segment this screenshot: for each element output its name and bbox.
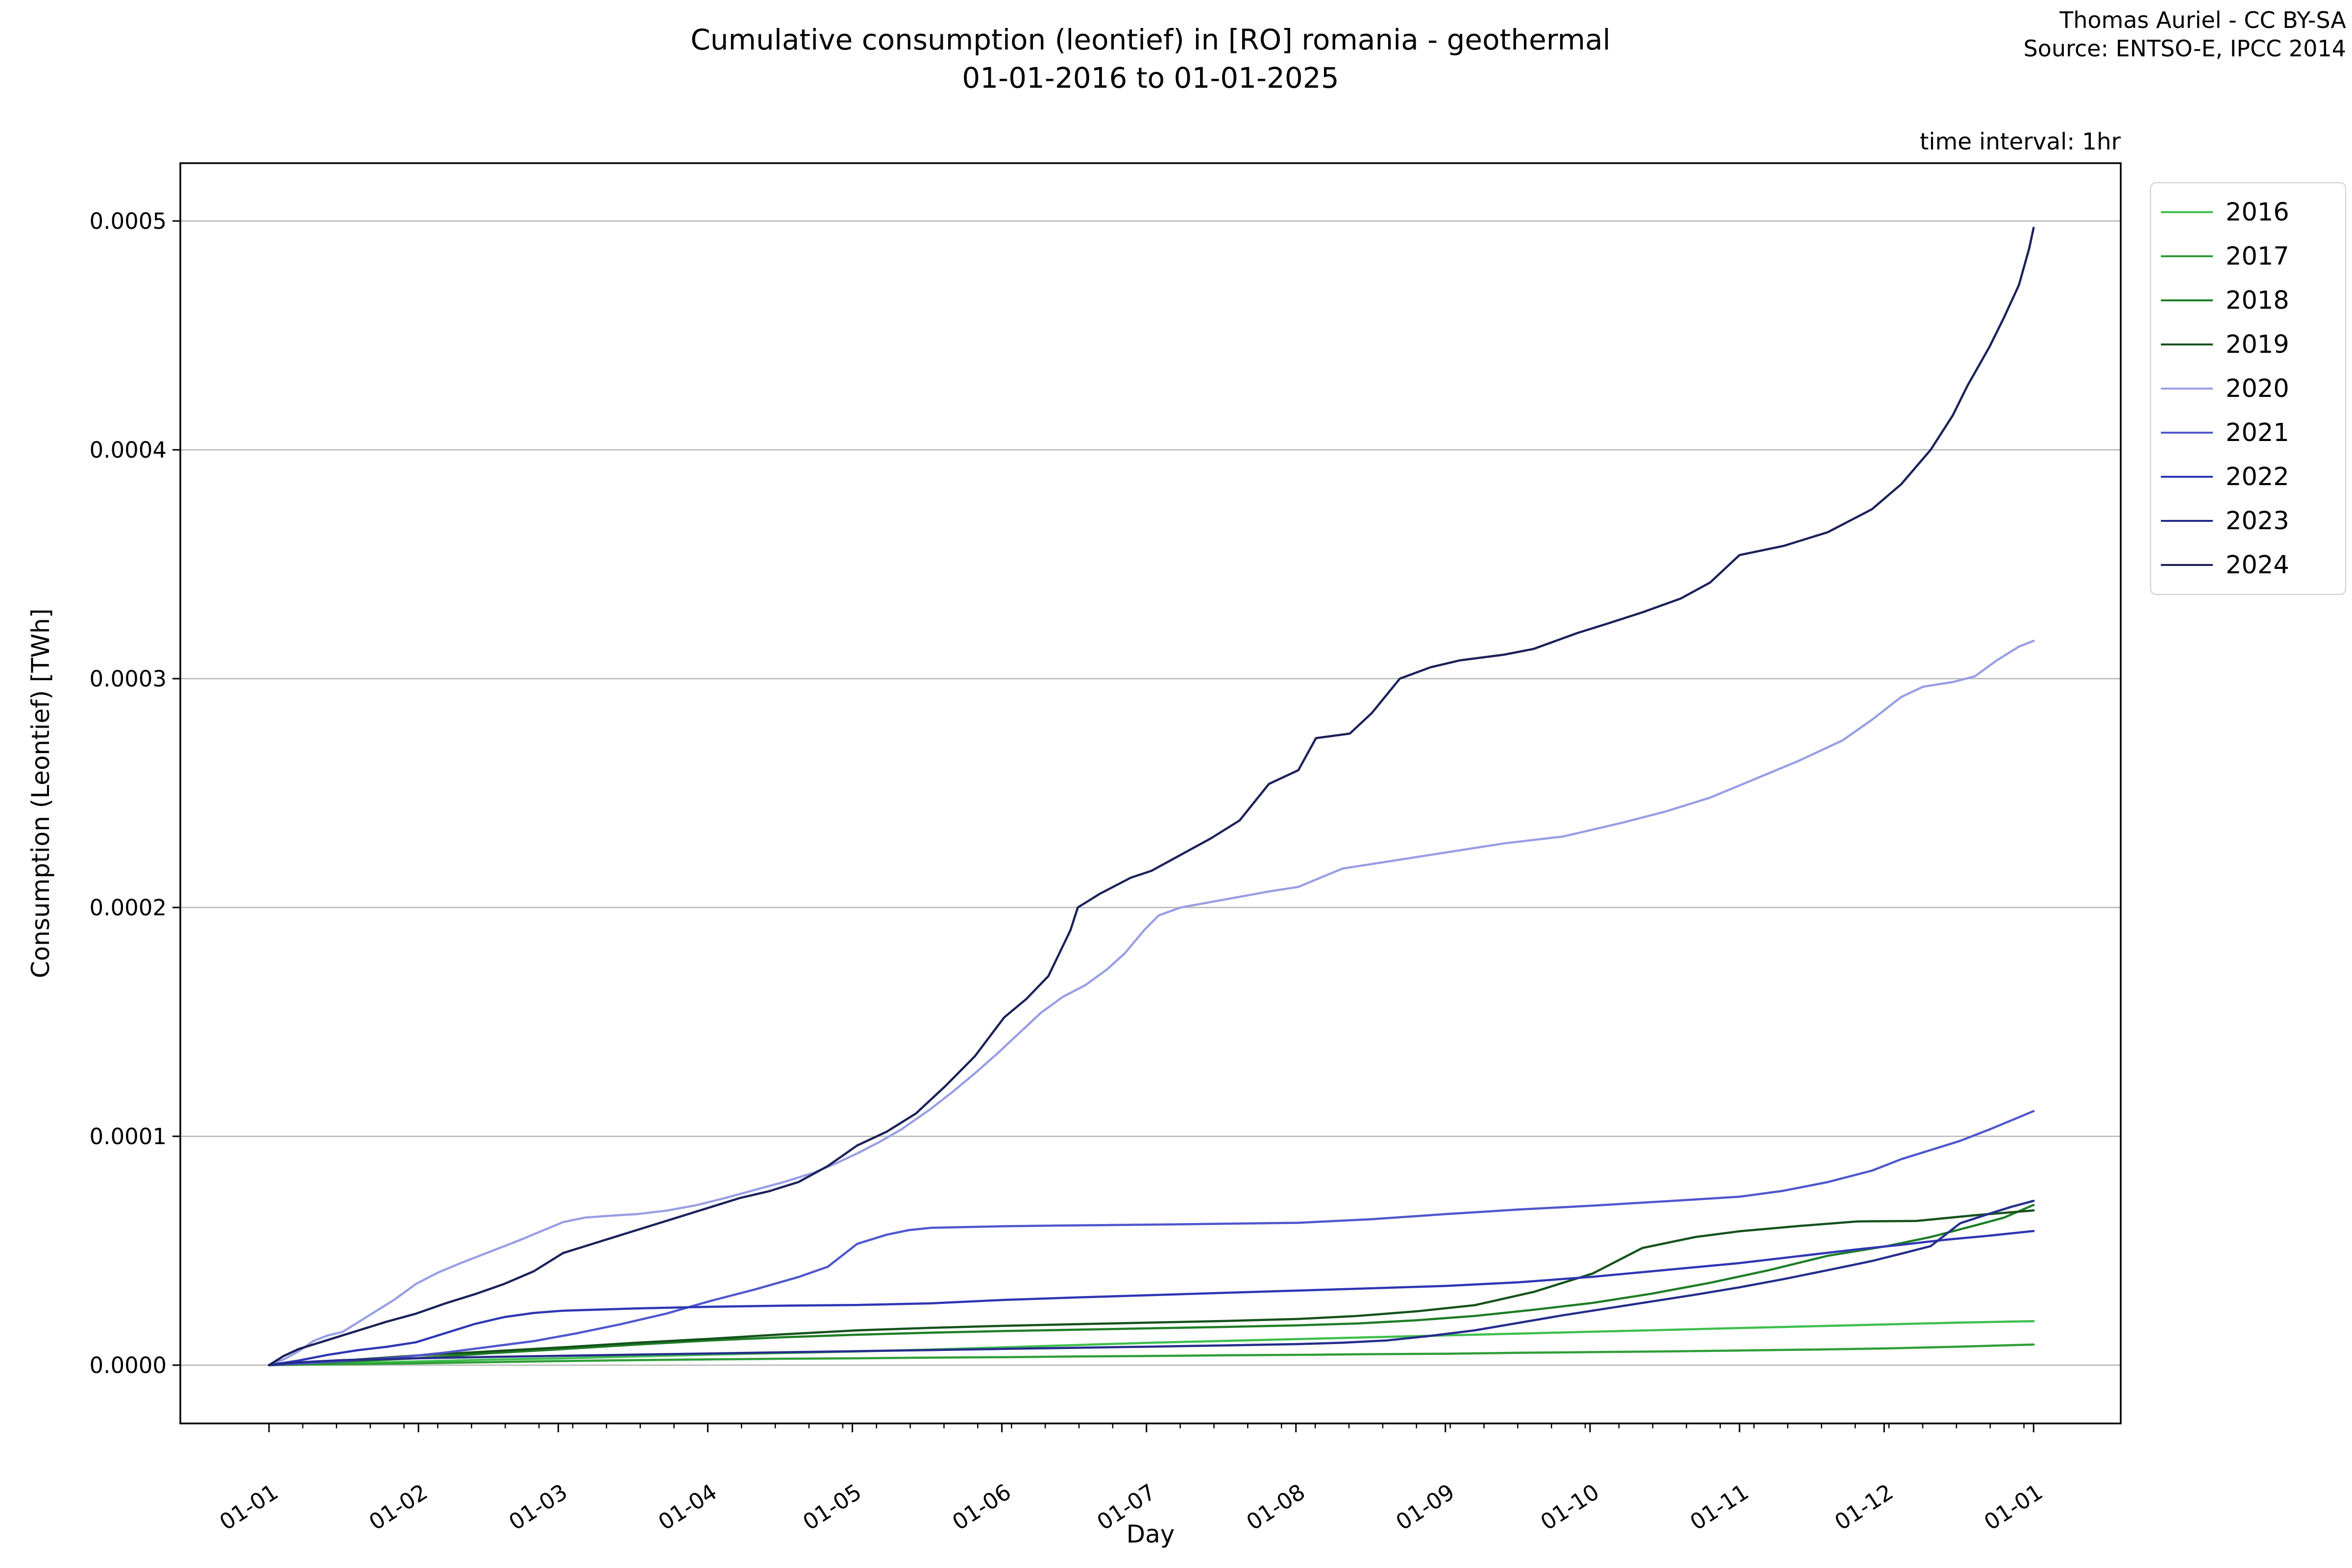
legend-item-2017: 2017 [2161, 235, 2345, 278]
legend-item-2021: 2021 [2161, 411, 2345, 454]
chart-title-line2: 01-01-2016 to 01-01-2025 [962, 61, 1339, 95]
legend-label: 2018 [2226, 286, 2289, 315]
x-tick-label: 01-11 [1685, 1479, 1753, 1536]
legend-line-swatch [2161, 255, 2213, 257]
legend-label: 2020 [2226, 374, 2289, 403]
legend-label: 2024 [2226, 550, 2289, 580]
chart-title-line1: Cumulative consumption (leontief) in [RO… [690, 23, 1611, 56]
gridlines [180, 220, 2121, 1366]
series-line-2020 [268, 639, 2035, 1367]
series-line-2024 [268, 226, 2035, 1367]
legend-label: 2016 [2226, 197, 2289, 227]
series-line-2017 [268, 1343, 2035, 1367]
y-tick-label: 0.0003 [90, 666, 167, 692]
legend-item-2022: 2022 [2161, 455, 2345, 498]
x-tick-label: 01-02 [364, 1479, 432, 1536]
legend-line-swatch [2161, 564, 2213, 566]
legend-label: 2022 [2226, 462, 2289, 491]
legend-line-swatch [2161, 432, 2213, 434]
x-tick-label: 01-12 [1830, 1479, 1898, 1536]
x-tick-label: 01-03 [504, 1479, 572, 1536]
x-tick-label: 01-04 [654, 1479, 722, 1536]
legend-line-swatch [2161, 211, 2213, 213]
y-axis-label: Consumption (Leontief) [TWh] [26, 609, 55, 979]
legend-item-2024: 2024 [2161, 543, 2345, 587]
legend-label: 2023 [2226, 506, 2289, 536]
series-line-2023 [268, 1200, 2035, 1367]
y-tick-label: 0.0001 [90, 1124, 167, 1150]
x-tick-label: 01-06 [948, 1479, 1016, 1536]
legend-line-swatch [2161, 388, 2213, 390]
attribution-author: Thomas Auriel - CC BY-SA [2059, 7, 2346, 33]
x-axis-label: Day [1127, 1520, 1175, 1548]
legend-item-2018: 2018 [2161, 279, 2345, 322]
chart-title: Cumulative consumption (leontief) in [RO… [180, 21, 2121, 97]
series-line-2019 [268, 1209, 2035, 1367]
legend-item-2019: 2019 [2161, 323, 2345, 366]
legend-label: 2017 [2226, 242, 2289, 271]
axes-spines [179, 162, 2122, 1424]
legend-line-swatch [2161, 520, 2213, 522]
legend-line-swatch [2161, 343, 2213, 345]
legend-line-swatch [2161, 299, 2213, 301]
y-tick-label: 0.0005 [90, 208, 167, 234]
y-tick-label: 0.0004 [90, 437, 167, 463]
x-tick-label: 01-09 [1391, 1479, 1459, 1536]
axis-ticks [172, 220, 2034, 1432]
x-tick-label: 01-01 [1980, 1479, 2048, 1536]
series-line-2016 [268, 1320, 2035, 1367]
legend-label: 2019 [2226, 330, 2289, 359]
legend-label: 2021 [2226, 418, 2289, 447]
series-line-2021 [268, 1110, 2035, 1367]
data-series [268, 226, 2035, 1367]
legend-item-2023: 2023 [2161, 499, 2345, 542]
series-line-2018 [268, 1203, 2035, 1367]
y-tick-label: 0.0002 [90, 895, 167, 921]
plot-border [179, 162, 2122, 1424]
x-tick-label: 01-01 [215, 1479, 283, 1536]
legend-item-2020: 2020 [2161, 367, 2345, 410]
series-line-2022 [268, 1230, 2035, 1367]
x-tick-label: 01-05 [798, 1479, 866, 1536]
attribution-source: Source: ENTSO-E, IPCC 2014 [2023, 35, 2346, 62]
x-tick-label: 01-08 [1242, 1479, 1310, 1536]
legend-item-2016: 2016 [2161, 191, 2345, 234]
legend: 2016 2017 2018 2019 2020 2021 2022 2023 2024 [2150, 182, 2346, 595]
legend-line-swatch [2161, 476, 2213, 478]
attribution: Thomas Auriel - CC BY-SA Source: ENTSO-E… [2023, 6, 2346, 63]
x-tick-label: 01-10 [1536, 1479, 1604, 1536]
y-tick-label: 0.0000 [90, 1352, 167, 1378]
time-interval-note: time interval: 1hr [1919, 128, 2121, 155]
